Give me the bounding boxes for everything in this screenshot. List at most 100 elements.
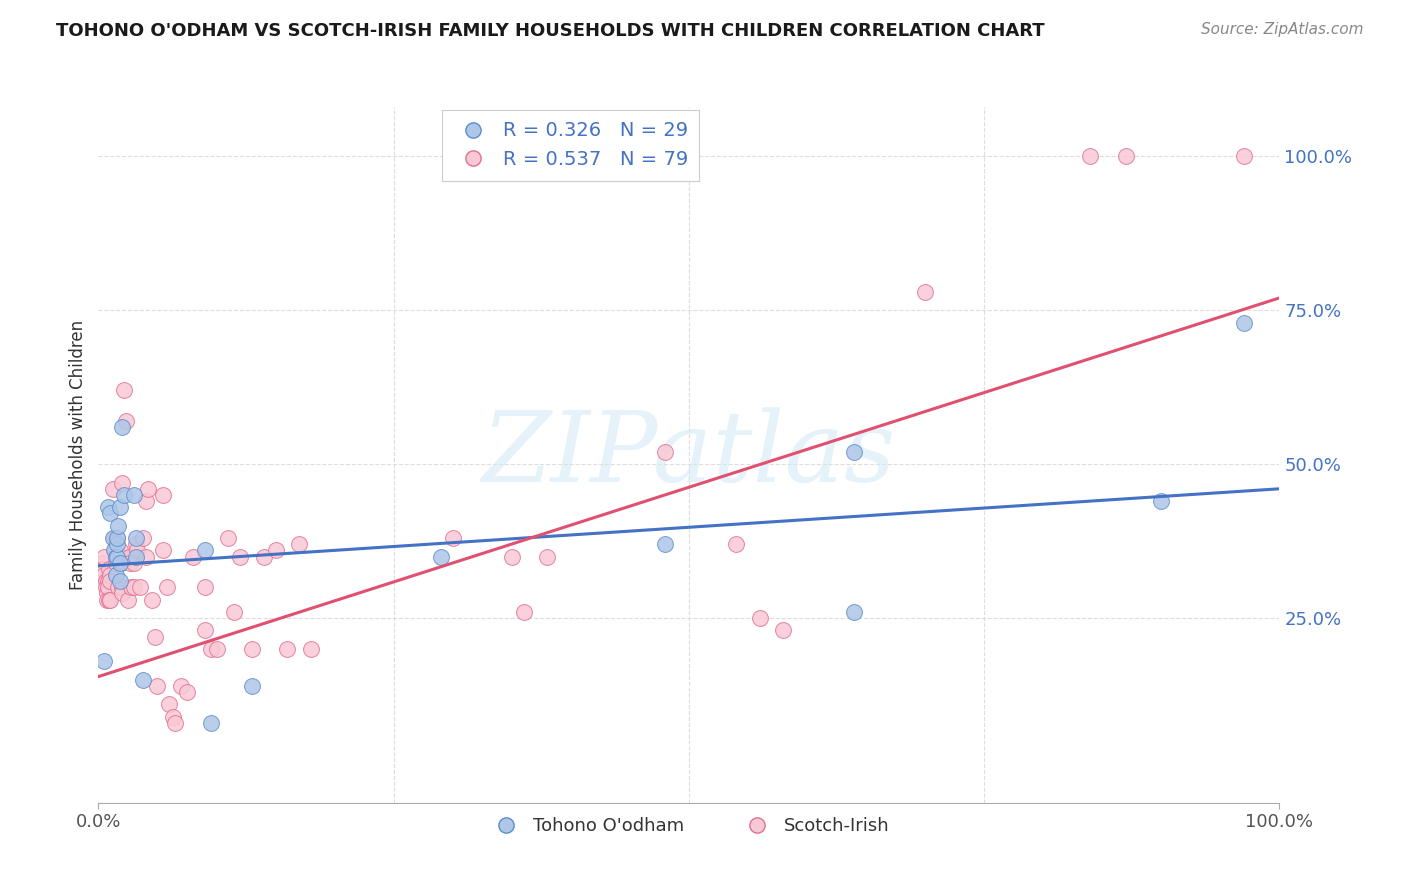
Point xyxy=(194,580,217,594)
Point xyxy=(725,537,748,551)
Point xyxy=(110,556,132,570)
Point xyxy=(97,500,120,515)
Point xyxy=(101,531,124,545)
Point xyxy=(107,580,129,594)
Point xyxy=(94,580,117,594)
Point xyxy=(98,507,121,521)
Point xyxy=(136,482,159,496)
Text: TOHONO O'ODHAM VS SCOTCH-IRISH FAMILY HOUSEHOLDS WITH CHILDREN CORRELATION CHART: TOHONO O'ODHAM VS SCOTCH-IRISH FAMILY HO… xyxy=(56,22,1045,40)
Point xyxy=(105,531,128,545)
Point xyxy=(264,543,287,558)
Point xyxy=(288,537,311,551)
Point xyxy=(176,685,198,699)
Point xyxy=(125,531,148,545)
Point xyxy=(165,715,187,730)
Point xyxy=(240,641,263,656)
Point xyxy=(93,549,115,564)
Point xyxy=(914,285,936,299)
Point xyxy=(105,549,128,564)
Point xyxy=(122,580,145,594)
Text: ZIPatlas: ZIPatlas xyxy=(482,408,896,502)
Point xyxy=(430,549,453,564)
Point xyxy=(91,562,114,576)
Point xyxy=(125,549,148,564)
Point xyxy=(194,624,217,638)
Point xyxy=(132,673,155,687)
Point xyxy=(105,537,128,551)
Point xyxy=(194,543,217,558)
Point xyxy=(97,574,120,589)
Point xyxy=(96,592,118,607)
Point xyxy=(108,556,131,570)
Point xyxy=(94,574,117,589)
Point xyxy=(224,605,246,619)
Point xyxy=(253,549,276,564)
Point xyxy=(104,543,127,558)
Point xyxy=(93,568,115,582)
Legend: Tohono O'odham, Scotch-Irish: Tohono O'odham, Scotch-Irish xyxy=(481,810,897,842)
Point xyxy=(98,592,121,607)
Point xyxy=(108,543,131,558)
Point xyxy=(97,580,120,594)
Point xyxy=(103,531,125,545)
Point xyxy=(112,384,135,398)
Point xyxy=(501,549,523,564)
Point xyxy=(96,586,118,600)
Point xyxy=(135,494,157,508)
Point xyxy=(114,414,136,428)
Point xyxy=(128,580,150,594)
Point xyxy=(276,641,298,656)
Point xyxy=(120,556,142,570)
Point xyxy=(152,543,174,558)
Point xyxy=(108,500,131,515)
Point xyxy=(1233,149,1256,163)
Point xyxy=(127,543,149,558)
Point xyxy=(118,549,141,564)
Point xyxy=(299,641,322,656)
Point xyxy=(146,679,169,693)
Point xyxy=(98,574,121,589)
Point xyxy=(107,518,129,533)
Point xyxy=(125,537,148,551)
Point xyxy=(156,580,179,594)
Point xyxy=(1150,494,1173,508)
Point xyxy=(536,549,558,564)
Point xyxy=(117,592,139,607)
Point xyxy=(111,580,134,594)
Point xyxy=(105,556,128,570)
Point xyxy=(105,568,128,582)
Point xyxy=(654,445,676,459)
Point xyxy=(844,445,866,459)
Point xyxy=(441,531,464,545)
Point xyxy=(200,641,222,656)
Point xyxy=(112,488,135,502)
Point xyxy=(122,488,145,502)
Point xyxy=(1080,149,1102,163)
Point xyxy=(141,592,163,607)
Point xyxy=(772,624,794,638)
Point xyxy=(111,420,134,434)
Point xyxy=(240,679,263,693)
Point xyxy=(132,531,155,545)
Point xyxy=(108,574,131,589)
Point xyxy=(111,586,134,600)
Point xyxy=(143,630,166,644)
Point xyxy=(229,549,252,564)
Point xyxy=(1233,316,1256,330)
Point xyxy=(170,679,193,693)
Point xyxy=(181,549,204,564)
Point xyxy=(1115,149,1137,163)
Point xyxy=(105,531,128,545)
Point xyxy=(98,562,121,576)
Point xyxy=(111,475,134,490)
Point xyxy=(205,641,228,656)
Point xyxy=(152,488,174,502)
Point xyxy=(162,709,184,723)
Point xyxy=(157,698,180,712)
Point xyxy=(135,549,157,564)
Point xyxy=(103,543,125,558)
Point xyxy=(93,654,115,668)
Point xyxy=(122,556,145,570)
Point xyxy=(98,592,121,607)
Point xyxy=(91,556,114,570)
